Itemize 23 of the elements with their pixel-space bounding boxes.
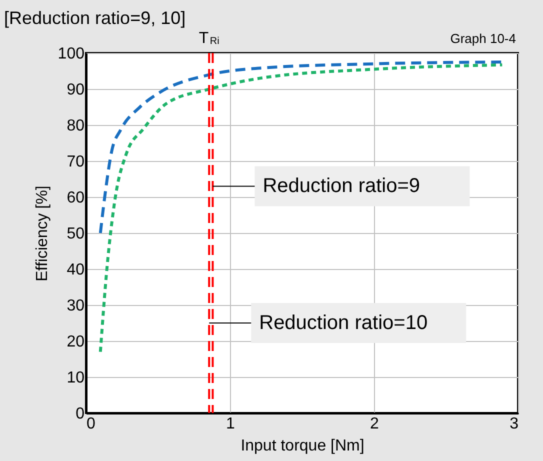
y-tick-label: 10	[66, 370, 85, 386]
y-tick-label: 90	[66, 82, 85, 98]
annotation: Reduction ratio=9	[262, 175, 420, 198]
line-series	[98, 63, 504, 354]
y-tick-label: 60	[66, 190, 85, 206]
x-tick-label: 0	[86, 416, 96, 432]
annotation: Reduction ratio=10	[259, 312, 428, 334]
x-axis-title: Input torque [Nm]	[240, 438, 364, 454]
x-tick-label: 3	[510, 416, 519, 432]
y-axis-title: Efficiency [%]	[34, 186, 51, 282]
y-tick-label: 20	[66, 334, 85, 350]
y-tick-label: 70	[66, 154, 85, 170]
caption: Graph 10-4	[450, 31, 516, 46]
y-tick-label: 80	[66, 118, 85, 134]
chart-title: [Reduction ratio=9, 10]	[4, 8, 186, 28]
text: TRi	[198, 30, 220, 47]
y-tick-label: 40	[66, 262, 85, 278]
y-tick-label: 100	[58, 46, 85, 62]
x-tick-label: 2	[370, 416, 380, 432]
line-series	[98, 60, 504, 234]
x-tick-label: 1	[226, 416, 236, 432]
y-tick-label: 30	[66, 298, 85, 314]
y-tick-label: 50	[66, 226, 85, 242]
